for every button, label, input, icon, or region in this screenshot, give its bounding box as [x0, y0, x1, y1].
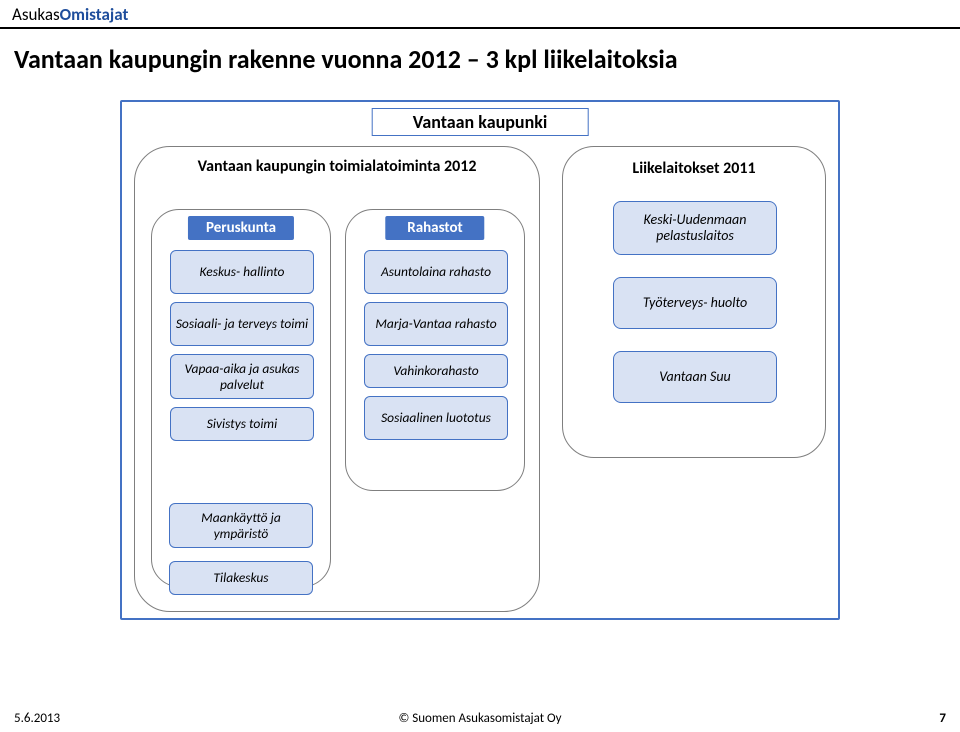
right-panel: Liikelaitokset 2011 Keski-Uudenmaan pela… — [562, 146, 826, 458]
peruskunta-title: Peruskunta — [188, 216, 294, 240]
rahastot-item: Vahinkorahasto — [364, 354, 508, 388]
rahastot-title: Rahastot — [385, 216, 484, 240]
brand: AsukasOmistajat — [12, 4, 128, 25]
city-frame: Vantaan kaupunki Vantaan kaupungin toimi… — [120, 100, 840, 620]
rahastot-item: Marja-Vantaa rahasto — [364, 302, 508, 346]
peruskunta-stack: Keskus- hallinto Sosiaali- ja terveys to… — [170, 250, 314, 441]
peruskunta-item: Sivistys toimi — [170, 407, 314, 441]
liike-item: Työterveys- huolto — [613, 277, 777, 329]
footer-copyright: © Suomen Asukasomistajat Oy — [398, 711, 561, 726]
city-title: Vantaan kaupunki — [372, 108, 589, 136]
below-item: Maankäyttö ja ympäristö — [169, 503, 313, 548]
rahastot-item: Sosiaalinen luototus — [364, 396, 508, 440]
peruskunta-item: Sosiaali- ja terveys toimi — [170, 302, 314, 346]
below-item: Tilakeskus — [169, 561, 313, 595]
page-title: Vantaan kaupungin rakenne vuonna 2012 – … — [0, 29, 960, 85]
liike-item: Keski-Uudenmaan pelastuslaitos — [613, 201, 777, 255]
peruskunta-item: Vapaa-aika ja asukas palvelut — [170, 354, 314, 399]
brand-part1: Asukas — [12, 4, 60, 25]
footer-page: 7 — [939, 711, 946, 726]
peruskunta-item: Keskus- hallinto — [170, 250, 314, 294]
rahastot-stack: Asuntolaina rahasto Marja-Vantaa rahasto… — [364, 250, 508, 440]
brand-part2: Omistajat — [60, 4, 129, 25]
rahastot-item: Asuntolaina rahasto — [364, 250, 508, 294]
liikelaitokset-stack: Keski-Uudenmaan pelastuslaitos Työtervey… — [613, 201, 777, 403]
right-title: Liikelaitokset 2011 — [632, 159, 755, 178]
header-bar: AsukasOmistajat — [0, 0, 960, 29]
footer-date: 5.6.2013 — [14, 711, 60, 726]
left-subtitle: Vantaan kaupungin toimialatoiminta 2012 — [155, 157, 519, 176]
rahastot-panel: Rahastot Asuntolaina rahasto Marja-Vanta… — [345, 209, 525, 491]
liike-item: Vantaan Suu — [613, 351, 777, 403]
left-panel: Vantaan kaupungin toimialatoiminta 2012 … — [134, 146, 540, 612]
